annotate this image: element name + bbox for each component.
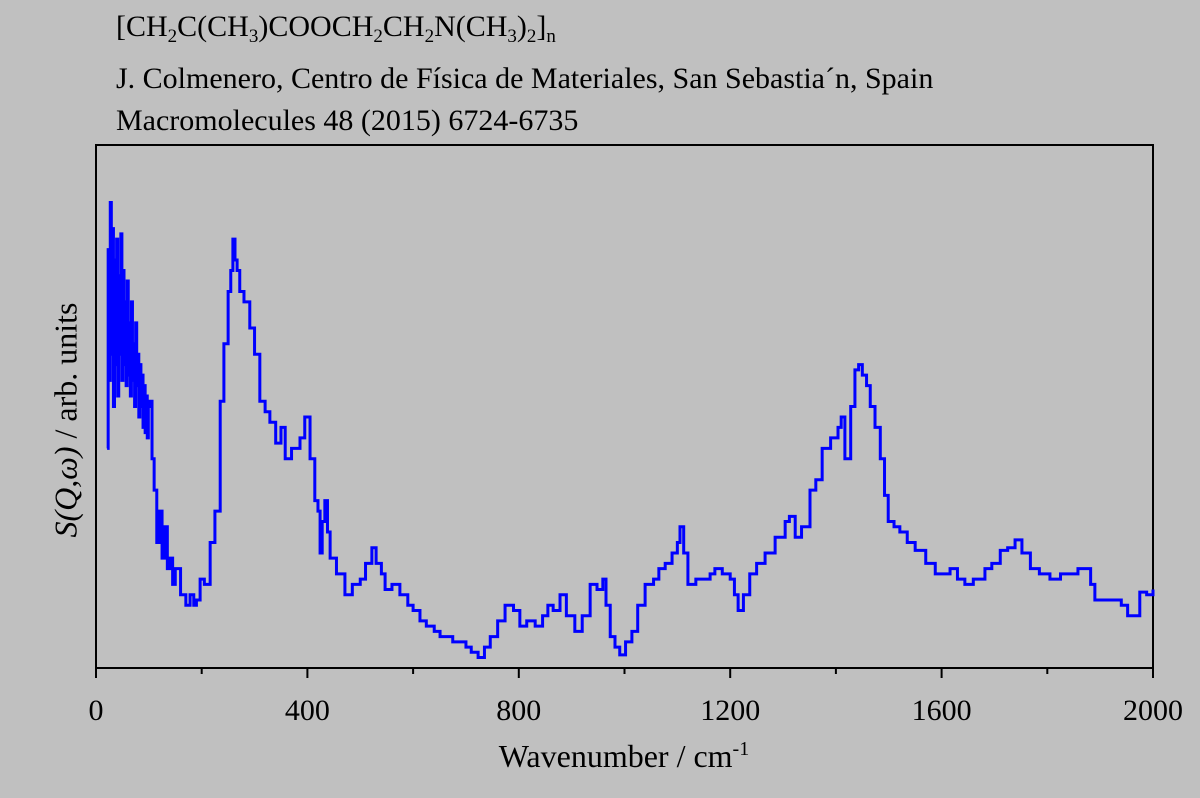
x-axis-label-superscript: -1 xyxy=(732,738,750,760)
spectrum-line xyxy=(106,201,1155,660)
x-tick-label: 1200 xyxy=(700,694,760,727)
chart-title-formula: [CH2C(CH3)COOCH2CH2N(CH3)2]n xyxy=(116,10,556,47)
x-tick-label: 800 xyxy=(496,694,541,727)
formula-subscript: 2 xyxy=(526,26,537,47)
formula-text: C(CH xyxy=(177,10,249,43)
x-tick-label: 400 xyxy=(285,694,330,727)
x-tick-label: 1600 xyxy=(912,694,972,727)
formula-text: ] xyxy=(536,10,547,43)
formula-text: ) xyxy=(516,10,527,43)
formula-subscript: 3 xyxy=(248,26,259,47)
x-tick-label: 0 xyxy=(89,694,104,727)
formula-text: [CH xyxy=(116,10,168,43)
y-axis-label: S(Q,ω) / arb. units xyxy=(47,302,84,538)
formula-subscript: 2 xyxy=(424,26,435,47)
formula-subscript: 3 xyxy=(507,26,517,47)
formula-subscript: 2 xyxy=(167,26,178,47)
chart-reference: Macromolecules 48 (2015) 6724-6735 xyxy=(116,104,579,137)
plot-frame xyxy=(95,144,1154,669)
formula-text: )COOCH xyxy=(258,10,374,43)
formula-text: N(CH xyxy=(434,10,508,43)
formula-text: CH xyxy=(382,10,425,43)
chart-author: J. Colmenero, Centro de Física de Materi… xyxy=(116,62,934,95)
x-tick-label: 2000 xyxy=(1123,694,1183,727)
x-axis-label: Wavenumber / cm-1 xyxy=(499,738,749,775)
x-axis-label-text: Wavenumber / cm xyxy=(498,738,733,774)
formula-subscript: n xyxy=(546,26,556,47)
formula-subscript: 2 xyxy=(373,26,383,47)
